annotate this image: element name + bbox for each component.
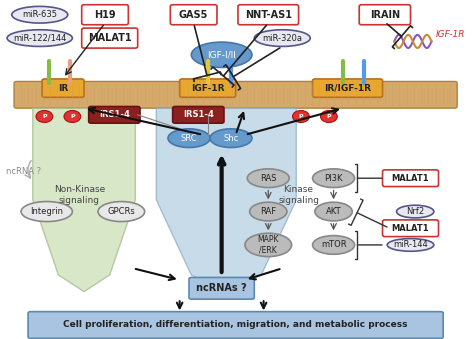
Text: MALAT1: MALAT1 <box>88 33 131 43</box>
Text: ncRNAs ?: ncRNAs ? <box>196 283 247 293</box>
Text: P: P <box>327 114 331 119</box>
Text: Shc: Shc <box>223 134 238 143</box>
Text: miR-320a: miR-320a <box>262 34 302 43</box>
Text: NNT-AS1: NNT-AS1 <box>245 10 292 20</box>
Text: IRS1-4: IRS1-4 <box>183 110 214 119</box>
Text: SRC: SRC <box>181 134 197 143</box>
FancyBboxPatch shape <box>42 79 84 97</box>
Text: GAS5: GAS5 <box>179 10 209 20</box>
Text: Integrin: Integrin <box>30 207 63 216</box>
Ellipse shape <box>250 202 287 221</box>
Circle shape <box>64 111 81 122</box>
FancyBboxPatch shape <box>383 170 438 186</box>
Text: GPCRs: GPCRs <box>108 207 135 216</box>
Text: IR/IGF-1R: IR/IGF-1R <box>324 84 371 93</box>
Ellipse shape <box>168 129 210 147</box>
Circle shape <box>292 111 310 122</box>
Text: Nrf2: Nrf2 <box>406 207 424 216</box>
FancyBboxPatch shape <box>14 81 457 108</box>
Text: ncRNA ?: ncRNA ? <box>6 167 41 176</box>
Polygon shape <box>33 108 136 292</box>
Text: IRS1-4: IRS1-4 <box>99 110 130 119</box>
Text: RAS: RAS <box>260 174 276 183</box>
Text: IGF-1R: IGF-1R <box>191 84 224 93</box>
Text: P: P <box>70 114 75 119</box>
Polygon shape <box>156 108 296 292</box>
FancyBboxPatch shape <box>28 312 443 338</box>
Ellipse shape <box>7 30 73 46</box>
Text: P: P <box>42 114 47 119</box>
Text: miR-122/144: miR-122/144 <box>13 34 66 43</box>
Ellipse shape <box>247 169 289 187</box>
FancyBboxPatch shape <box>82 28 137 48</box>
Circle shape <box>36 111 53 122</box>
FancyBboxPatch shape <box>189 277 254 299</box>
Text: MALAT1: MALAT1 <box>392 174 429 183</box>
Ellipse shape <box>312 169 355 187</box>
Ellipse shape <box>245 233 292 257</box>
Ellipse shape <box>98 202 145 222</box>
Ellipse shape <box>191 42 252 67</box>
Text: AKT: AKT <box>326 207 341 216</box>
Text: H19: H19 <box>94 10 116 20</box>
Text: MALAT1: MALAT1 <box>392 224 429 233</box>
Ellipse shape <box>21 202 73 222</box>
Text: miR-144: miR-144 <box>393 240 428 250</box>
Text: IR: IR <box>58 84 68 93</box>
FancyBboxPatch shape <box>180 79 236 97</box>
Text: PI3K: PI3K <box>324 174 343 183</box>
Text: miR-635: miR-635 <box>22 10 57 19</box>
Text: RAF: RAF <box>260 207 276 216</box>
Ellipse shape <box>387 239 434 251</box>
Text: Cell proliferation, differentiation, migration, and metabolic process: Cell proliferation, differentiation, mig… <box>64 320 408 330</box>
Text: MAPK
/ERK: MAPK /ERK <box>257 235 279 255</box>
Text: IGF-1R: IGF-1R <box>436 30 465 39</box>
Text: Kinase
signaling: Kinase signaling <box>278 185 319 204</box>
FancyBboxPatch shape <box>359 5 410 25</box>
Ellipse shape <box>397 205 434 218</box>
Text: IGF-I/II: IGF-I/II <box>207 50 236 59</box>
Ellipse shape <box>12 6 68 23</box>
Ellipse shape <box>210 129 252 147</box>
FancyBboxPatch shape <box>82 5 128 25</box>
Text: mTOR: mTOR <box>321 240 346 250</box>
Ellipse shape <box>312 236 355 254</box>
Text: IRAIN: IRAIN <box>370 10 400 20</box>
FancyBboxPatch shape <box>238 5 299 25</box>
FancyBboxPatch shape <box>173 106 224 123</box>
FancyBboxPatch shape <box>89 106 140 123</box>
Ellipse shape <box>315 202 352 221</box>
FancyBboxPatch shape <box>312 79 383 97</box>
Text: P: P <box>299 114 303 119</box>
Text: Non-Kinase
signaling: Non-Kinase signaling <box>54 185 105 204</box>
Circle shape <box>320 111 337 122</box>
FancyBboxPatch shape <box>170 5 217 25</box>
FancyBboxPatch shape <box>383 220 438 237</box>
Ellipse shape <box>254 30 310 46</box>
